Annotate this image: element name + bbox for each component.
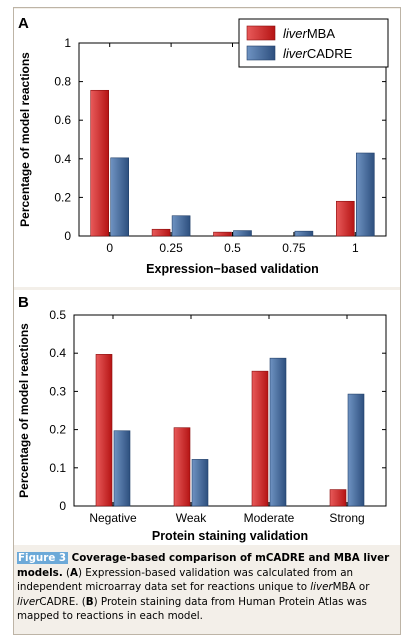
y-tick-label: 0.2 — [49, 423, 66, 437]
mba-bar-0-25 — [151, 228, 171, 237]
caption-mba-italic: liver — [310, 581, 333, 593]
mba-legend-label: liverMBA — [283, 26, 335, 41]
cadre-bar-strong — [347, 393, 365, 507]
chart-a: A 0 0.2 0.4 0.6 0.8 1 0 0.25 0.5 0.75 1 Expression−b… — [18, 15, 389, 276]
mba-bar-0-5 — [213, 231, 232, 237]
cadre-bar-weak — [191, 459, 209, 507]
cadre-bar-moderate — [269, 357, 287, 507]
cadre-bar-0 — [110, 157, 129, 237]
y-tick-label: 0.8 — [54, 75, 71, 89]
x-tick-label: Negative — [89, 511, 137, 525]
panel-label-b: B — [18, 294, 29, 311]
y-tick-label: 0 — [59, 499, 66, 513]
caption-title: Coverage-based comparison of mCADRE and … — [17, 552, 390, 579]
cadre-bar-0-5 — [233, 230, 252, 237]
cadre-legend-swatch — [246, 45, 276, 61]
mba-bar-strong — [329, 489, 347, 507]
chart-b: B 0 0.1 0.2 0.3 0.4 0.5 Negative Weak Moderate Str… — [17, 294, 387, 543]
cadre-legend-label: liverCADRE — [283, 46, 353, 61]
mba-bar-moderate — [251, 370, 269, 507]
caption-cadre: CADRE. ( — [39, 595, 86, 608]
x-tick-label: Moderate — [244, 511, 295, 525]
mba-bar-1 — [335, 200, 355, 237]
caption-text-3: ) Protein staining data from Human Prote… — [17, 595, 367, 623]
y-tick-label: 0 — [64, 229, 71, 243]
cadre-bar-0-25 — [171, 215, 191, 237]
x-tick-label: 0.75 — [282, 241, 306, 255]
cadre-bar-1 — [355, 152, 375, 237]
x-axis-label: Expression−based validation — [146, 262, 319, 276]
caption-cadre-italic: liver — [17, 595, 40, 608]
y-tick-label: 0.2 — [54, 190, 71, 204]
y-tick-label: 0.5 — [49, 308, 66, 322]
figure-label: Figure 3 — [17, 552, 69, 564]
caption-panel-b-ref: B — [85, 595, 94, 608]
cadre-bar-negative — [113, 430, 131, 507]
legend-label-rest: CADRE — [307, 46, 353, 61]
x-tick-label: Strong — [329, 511, 364, 525]
y-axis-label: Percentage of model reactions — [17, 323, 31, 498]
mba-bar-negative — [95, 354, 113, 507]
x-tick-label: 0.25 — [159, 241, 183, 255]
legend-label-italic: liver — [283, 46, 308, 61]
panel-label-a: A — [18, 15, 29, 32]
panel-a: A 0 0.2 0.4 0.6 0.8 1 0 0.25 0.5 0.75 1 Expression−b… — [14, 9, 400, 287]
cadre-bar-0-75 — [294, 230, 314, 237]
x-tick-label: 0 — [106, 241, 113, 255]
y-tick-label: 0.3 — [49, 384, 66, 398]
mba-bar-0 — [90, 89, 109, 237]
caption-mba: MBA or — [332, 581, 370, 593]
x-axis-label: Protein staining validation — [152, 529, 308, 543]
legend-label-italic: liver — [283, 26, 308, 41]
mba-legend-swatch — [246, 25, 276, 41]
caption-text-1: ( — [62, 566, 71, 579]
mba-bar-weak — [173, 427, 191, 507]
caption-text-2: ) Expression-based validation was calcul… — [17, 566, 354, 594]
x-tick-label: 1 — [352, 241, 359, 255]
caption-panel-a-ref: A — [70, 566, 79, 579]
y-tick-label: 0.6 — [54, 113, 71, 127]
y-axis-label: Percentage of model reactions — [18, 52, 32, 227]
y-tick-label: 0.4 — [54, 152, 71, 166]
x-tick-label: Weak — [176, 511, 207, 525]
y-tick-label: 0.4 — [49, 346, 66, 360]
y-tick-label: 0.1 — [49, 461, 66, 475]
panel-b: B 0 0.1 0.2 0.3 0.4 0.5 Negative Weak Moderate Str… — [14, 290, 400, 545]
plot-area — [73, 314, 387, 507]
x-tick-label: 0.5 — [224, 241, 241, 255]
y-tick-label: 1 — [64, 36, 71, 50]
figure-caption: Figure 3 Coverage-based comparison of mC… — [17, 551, 399, 624]
figure-frame: A 0 0.2 0.4 0.6 0.8 1 0 0.25 0.5 0.75 1 Expression−b… — [13, 7, 401, 635]
legend-label-rest: MBA — [307, 26, 336, 41]
